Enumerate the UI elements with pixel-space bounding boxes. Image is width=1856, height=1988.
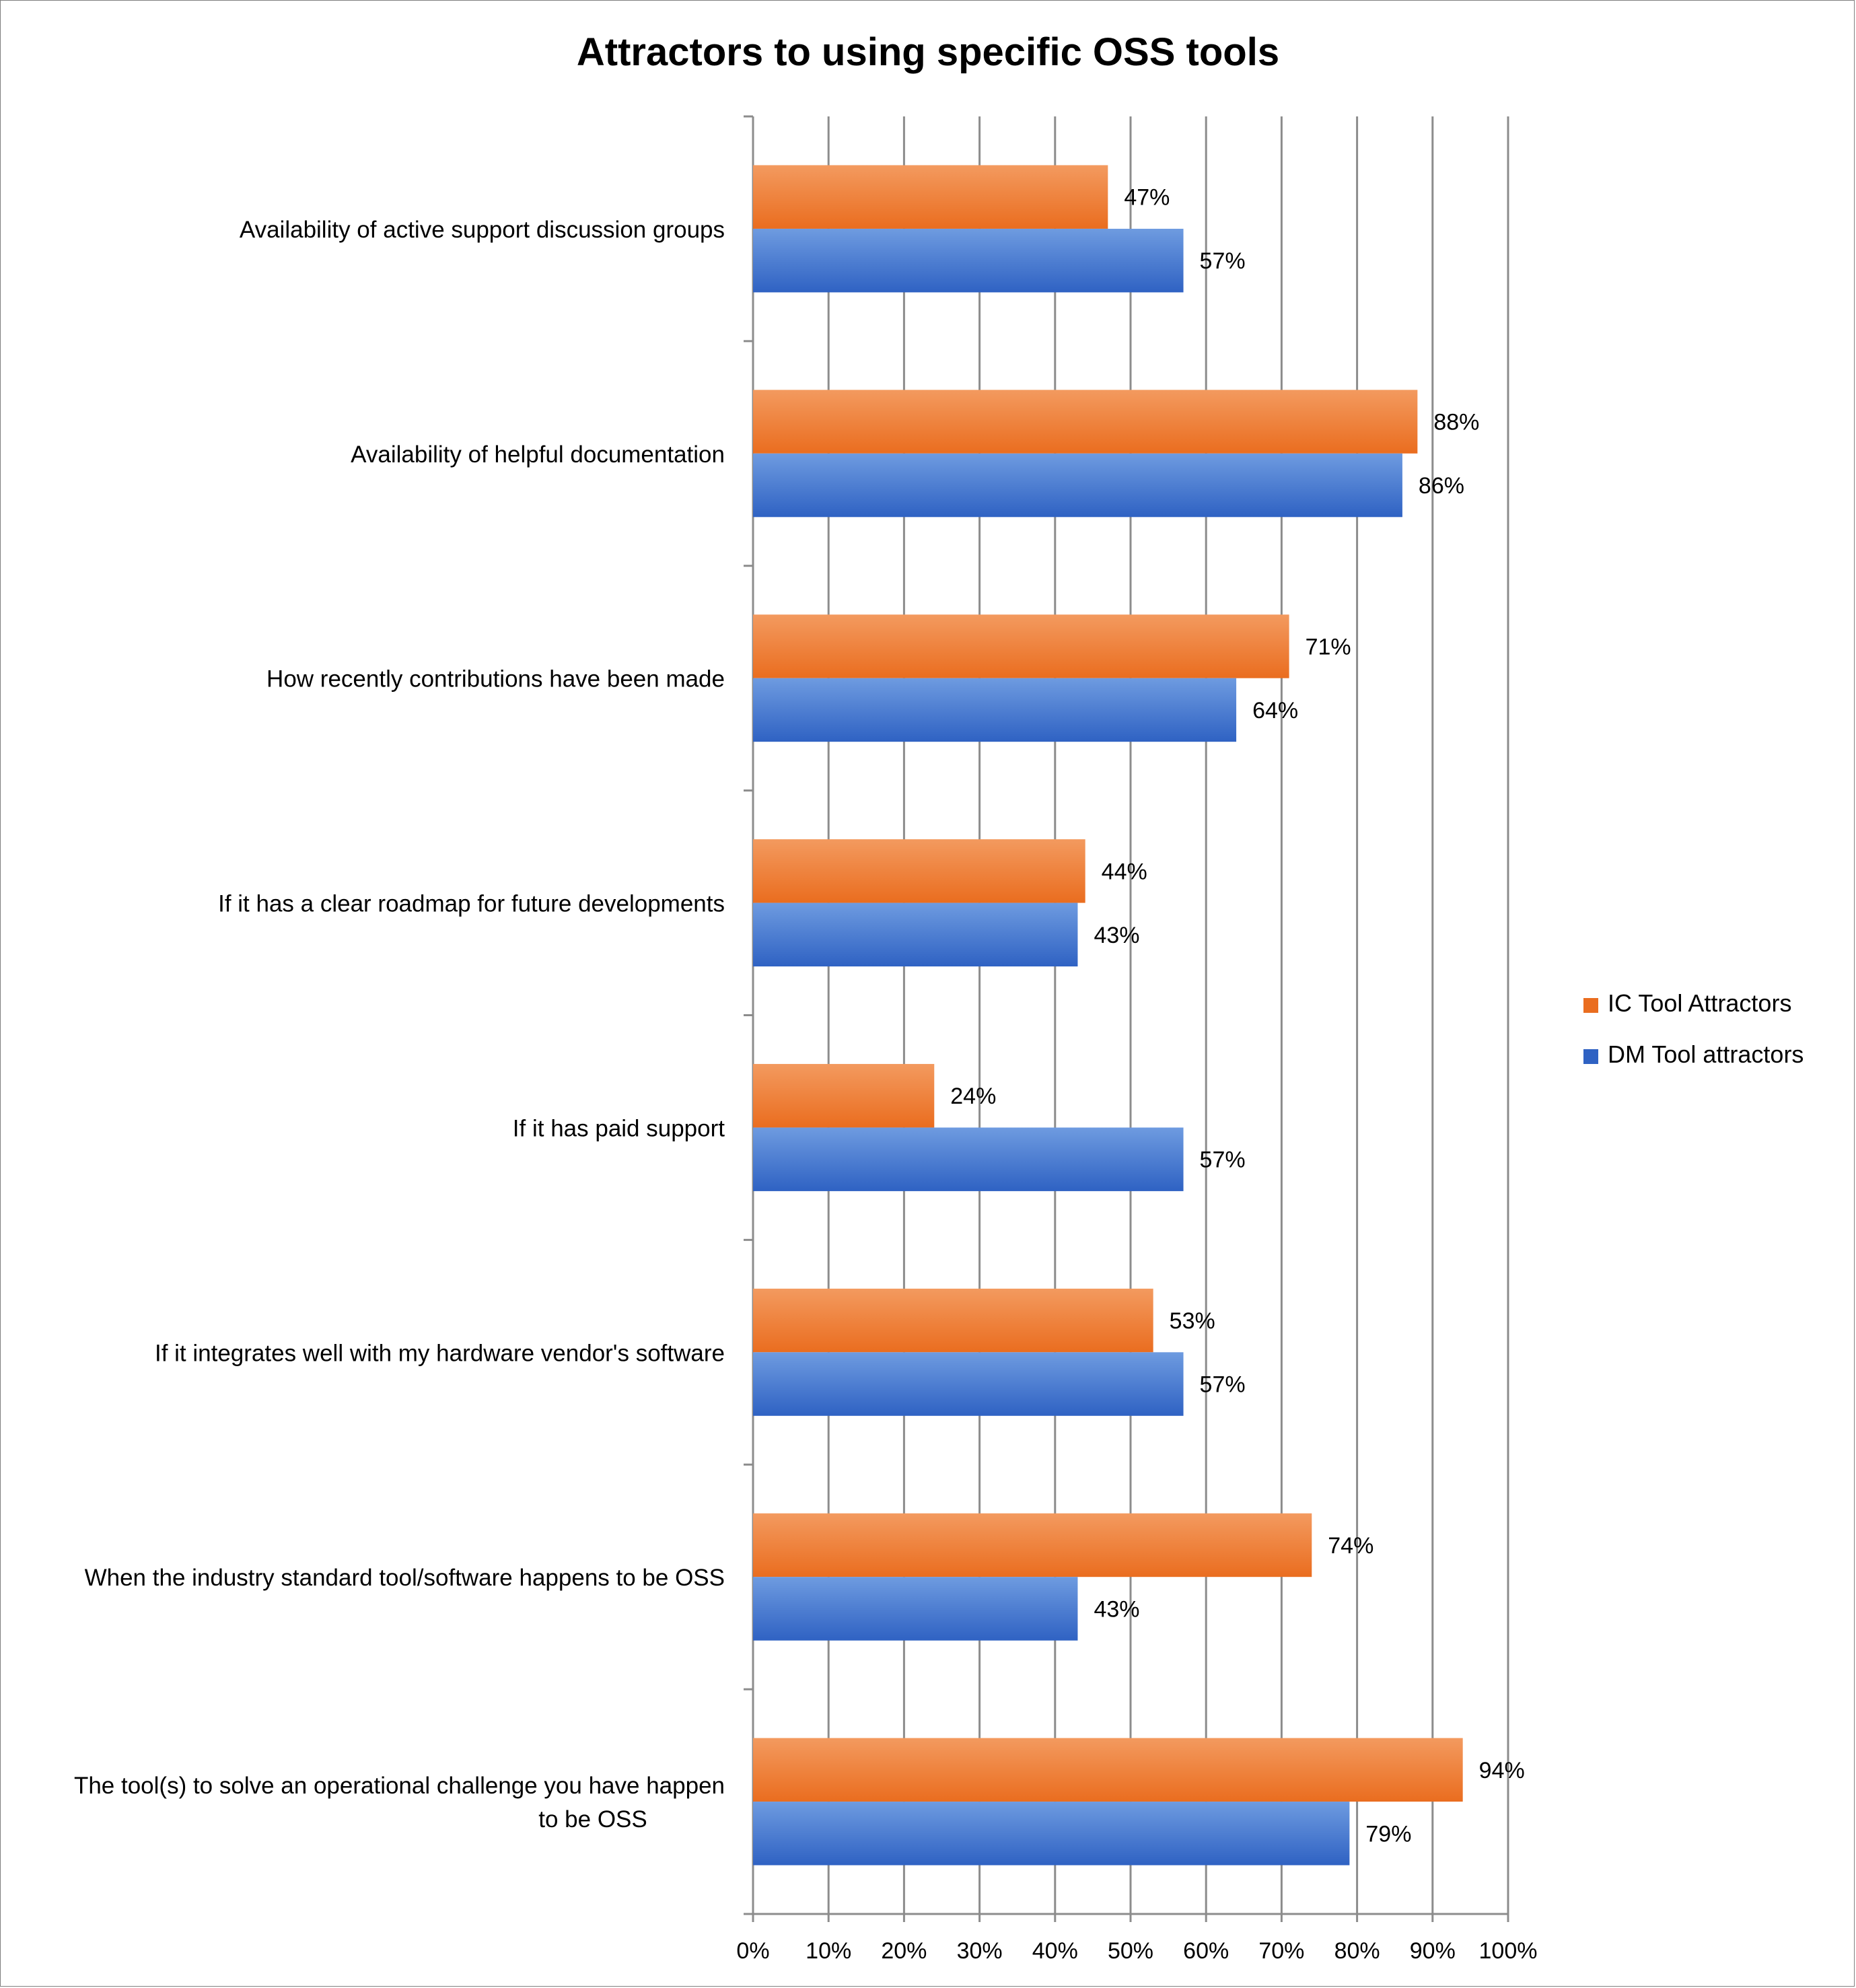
legend-label: DM Tool attractors bbox=[1608, 1040, 1804, 1068]
data-label: 24% bbox=[950, 1084, 996, 1109]
legend-label: IC Tool Attractors bbox=[1608, 989, 1791, 1017]
x-tick-label: 40% bbox=[1032, 1938, 1078, 1964]
gridlines bbox=[827, 116, 1509, 1914]
bar-ic bbox=[753, 1513, 1312, 1577]
x-tick-label: 30% bbox=[957, 1938, 1003, 1964]
bar-ic bbox=[753, 390, 1418, 454]
category-label: How recently contributions have been mad… bbox=[266, 666, 725, 693]
data-label: 88% bbox=[1433, 410, 1479, 435]
axes: 0% 10% 20% 30% 40% 50% 60% 70% 80% 90% 100% bbox=[736, 115, 1538, 1964]
x-tick-label: 10% bbox=[806, 1938, 851, 1964]
category-label: When the industry standard tool/software… bbox=[85, 1565, 725, 1591]
x-tick-label: 100% bbox=[1479, 1938, 1538, 1964]
data-label: 71% bbox=[1306, 634, 1351, 660]
bar-dm bbox=[753, 1802, 1350, 1866]
x-tick-label: 90% bbox=[1410, 1938, 1456, 1964]
x-tick-label: 60% bbox=[1183, 1938, 1229, 1964]
bar-dm bbox=[753, 1127, 1184, 1191]
category-label: Availability of helpful documentation bbox=[351, 441, 725, 468]
data-label: 53% bbox=[1170, 1308, 1215, 1334]
data-label: 57% bbox=[1200, 1147, 1246, 1173]
data-label: 74% bbox=[1328, 1533, 1373, 1559]
bar-dm bbox=[753, 1577, 1078, 1641]
bar-dm bbox=[753, 678, 1237, 742]
x-tick-label: 70% bbox=[1258, 1938, 1304, 1964]
bar-ic bbox=[753, 839, 1085, 903]
legend: IC Tool Attractors DM Tool attractors bbox=[1583, 989, 1804, 1068]
category-label: If it has a clear roadmap for future dev… bbox=[218, 891, 725, 917]
x-tick-label: 80% bbox=[1334, 1938, 1380, 1964]
data-label: 57% bbox=[1200, 1372, 1246, 1398]
bar-dm bbox=[753, 228, 1184, 293]
legend-swatch bbox=[1583, 1049, 1598, 1064]
x-tick-label: 50% bbox=[1108, 1938, 1153, 1964]
category-label: The tool(s) to solve an operational chal… bbox=[74, 1773, 725, 1833]
x-tick-label: 0% bbox=[736, 1938, 769, 1964]
x-tick-label: 20% bbox=[881, 1938, 927, 1964]
bars bbox=[753, 165, 1463, 1866]
data-label: 86% bbox=[1419, 473, 1464, 499]
labels: 47% 57% Availability of active support dis… bbox=[74, 185, 1525, 1847]
bar-ic bbox=[753, 1063, 935, 1128]
data-label: 57% bbox=[1200, 248, 1246, 274]
data-label: 64% bbox=[1252, 698, 1298, 723]
category-label: If it has paid support bbox=[513, 1115, 725, 1141]
category-label: If it integrates well with my hardware v… bbox=[155, 1340, 725, 1366]
legend-swatch bbox=[1583, 998, 1598, 1013]
bar-dm bbox=[753, 902, 1078, 967]
data-label: 79% bbox=[1365, 1821, 1411, 1847]
bar-ic bbox=[753, 165, 1108, 229]
bar-dm bbox=[753, 453, 1402, 518]
bar-ic bbox=[753, 1288, 1153, 1353]
data-label: 94% bbox=[1479, 1758, 1525, 1783]
category-label: Availability of active support discussio… bbox=[240, 217, 725, 243]
bar-dm bbox=[753, 1352, 1184, 1416]
data-label: 43% bbox=[1094, 1596, 1139, 1622]
data-label: 47% bbox=[1124, 185, 1170, 211]
chart-title: Attractors to using specific OSS tools bbox=[577, 30, 1279, 74]
bar-ic bbox=[753, 614, 1289, 678]
data-label: 43% bbox=[1094, 923, 1139, 948]
data-label: 44% bbox=[1102, 859, 1147, 884]
bar-ic bbox=[753, 1738, 1463, 1802]
